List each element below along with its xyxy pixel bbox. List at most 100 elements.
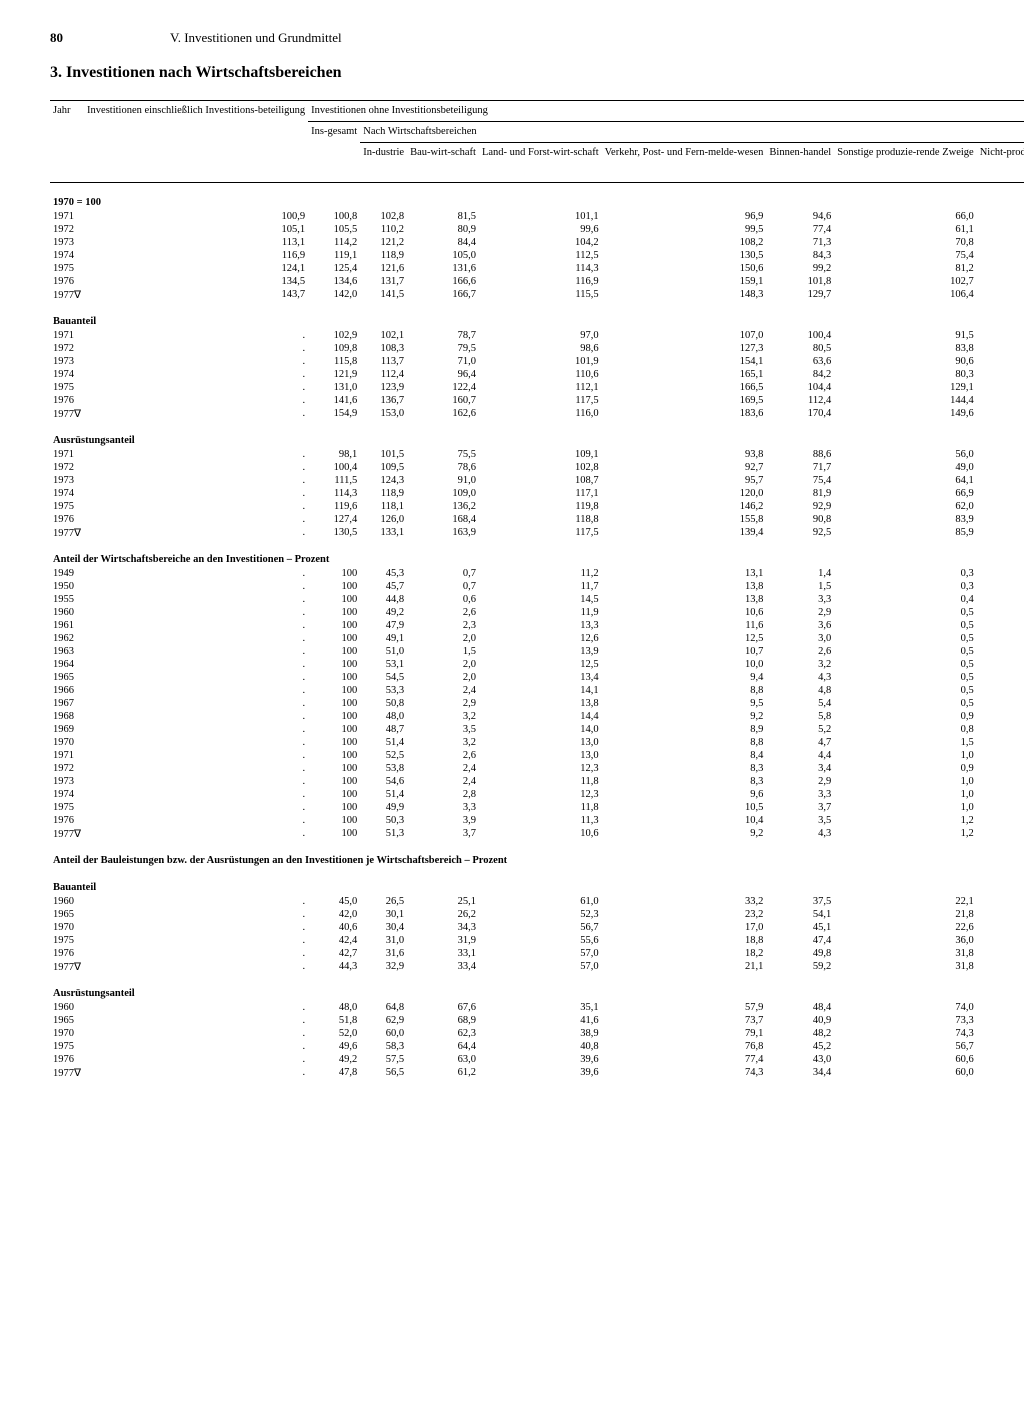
cell: 77,4 bbox=[977, 947, 1024, 960]
cell: 120,0 bbox=[602, 487, 767, 500]
cell: 1970 bbox=[50, 921, 84, 934]
cell: 136,7 bbox=[360, 394, 407, 407]
cell: 19,8 bbox=[977, 827, 1024, 841]
cell: 3,3 bbox=[766, 593, 834, 606]
cell: 100 bbox=[308, 762, 360, 775]
cell: 71,0 bbox=[407, 355, 479, 368]
cell: 100 bbox=[308, 723, 360, 736]
cell: 102,9 bbox=[308, 329, 360, 342]
cell: 101,1 bbox=[479, 210, 602, 223]
cell: . bbox=[84, 960, 308, 974]
cell: 166,6 bbox=[407, 275, 479, 288]
cell: 19,7 bbox=[977, 801, 1024, 814]
cell: 100 bbox=[308, 645, 360, 658]
cell: 49,6 bbox=[308, 1040, 360, 1053]
table-row: 1971.102,9102,178,797,0107,0100,491,5109… bbox=[50, 329, 1024, 342]
cell: 3,9 bbox=[407, 814, 479, 827]
cell: 121,9 bbox=[308, 368, 360, 381]
table-row: 1949.10045,30,711,213,11,40,328,0.. bbox=[50, 567, 1024, 580]
cell: 2,6 bbox=[766, 645, 834, 658]
table-row: 1975.49,658,364,440,876,845,256,716,2–32… bbox=[50, 1040, 1024, 1053]
cell: 8,4 bbox=[602, 749, 767, 762]
cell: 117,5 bbox=[479, 526, 602, 540]
cell: 90,6 bbox=[834, 355, 976, 368]
cell: 109,1 bbox=[479, 448, 602, 461]
cell: 16,2 bbox=[977, 1040, 1024, 1053]
cell: 113,7 bbox=[360, 355, 407, 368]
table-row: 1976.49,257,563,039,677,443,060,616,00,8… bbox=[50, 1053, 1024, 1066]
cell: . bbox=[84, 762, 308, 775]
cell: 12,3 bbox=[479, 762, 602, 775]
cell: 168,4 bbox=[407, 513, 479, 526]
cell: 33,2 bbox=[602, 895, 767, 908]
cell: . bbox=[84, 947, 308, 960]
cell: 10,6 bbox=[479, 827, 602, 841]
cell: 109,7 bbox=[977, 329, 1024, 342]
cell: 3,2 bbox=[766, 658, 834, 671]
cell: . bbox=[84, 697, 308, 710]
cell: 114,2 bbox=[308, 236, 360, 249]
cell: 64,8 bbox=[360, 1001, 407, 1014]
cell: 141,5 bbox=[360, 288, 407, 302]
cell: 4,4 bbox=[766, 749, 834, 762]
cell: 66,9 bbox=[834, 487, 976, 500]
cell: 1970 bbox=[50, 736, 84, 749]
cell: 3,3 bbox=[766, 788, 834, 801]
cell: 56,7 bbox=[479, 921, 602, 934]
cell: 52,0 bbox=[308, 1027, 360, 1040]
cell: 107,0 bbox=[602, 329, 767, 342]
cell: 1971 bbox=[50, 448, 84, 461]
cell: 51,0 bbox=[360, 645, 407, 658]
cell: 1972 bbox=[50, 223, 84, 236]
cell: 93,9 bbox=[977, 448, 1024, 461]
cell: 1974 bbox=[50, 788, 84, 801]
cell: 28,0 bbox=[977, 567, 1024, 580]
cell: 16,0 bbox=[977, 1053, 1024, 1066]
cell: 136,2 bbox=[407, 500, 479, 513]
cell: 1,0 bbox=[834, 788, 976, 801]
table-row: 1974.10051,42,812,39,63,31,019,78,24,3 bbox=[50, 788, 1024, 801]
cell: 96,4 bbox=[407, 368, 479, 381]
cell: . bbox=[84, 619, 308, 632]
cell: . bbox=[84, 567, 308, 580]
cell: 2,9 bbox=[766, 775, 834, 788]
cell: 129,1 bbox=[834, 381, 976, 394]
cell: 160,7 bbox=[407, 394, 479, 407]
cell: 98,1 bbox=[308, 448, 360, 461]
table-row: 1976.127,4126,0168,4118,8155,890,883,911… bbox=[50, 513, 1024, 526]
cell: 183,6 bbox=[602, 407, 767, 421]
cell: 91,0 bbox=[407, 474, 479, 487]
cell: 16,2 bbox=[977, 684, 1024, 697]
cell: 161,8 bbox=[977, 394, 1024, 407]
col-bau: Bau-wirt-schaft bbox=[407, 143, 479, 181]
table-row: 1975.42,431,031,955,618,847,436,077,194,… bbox=[50, 934, 1024, 947]
cell: 99,6 bbox=[479, 223, 602, 236]
cell: 67,6 bbox=[407, 1001, 479, 1014]
cell: . bbox=[84, 684, 308, 697]
cell: 162,6 bbox=[407, 407, 479, 421]
table-row: 1977∇.47,856,561,239,674,334,460,017,11,… bbox=[50, 1066, 1024, 1080]
col-nach: Nach Wirtschaftsbereichen bbox=[360, 122, 1024, 143]
cell: 59,2 bbox=[766, 960, 834, 974]
cell: 134,6 bbox=[308, 275, 360, 288]
cell: 85,8 bbox=[977, 474, 1024, 487]
cell: 166,7 bbox=[407, 288, 479, 302]
table-row: 1975.119,6118,1136,2119,8146,292,962,010… bbox=[50, 500, 1024, 513]
cell: 17,1 bbox=[977, 1066, 1024, 1080]
cell: 141,9 bbox=[977, 262, 1024, 275]
cell: 2,0 bbox=[407, 658, 479, 671]
cell: 94,6 bbox=[766, 210, 834, 223]
cell: 49,9 bbox=[360, 801, 407, 814]
cell: 1,0 bbox=[834, 801, 976, 814]
cell: . bbox=[84, 461, 308, 474]
cell: 13,1 bbox=[602, 567, 767, 580]
cell: 1961 bbox=[50, 619, 84, 632]
cell: 100,4 bbox=[766, 329, 834, 342]
cell: 19,7 bbox=[977, 788, 1024, 801]
cell: 20,3 bbox=[977, 632, 1024, 645]
cell: 77,4 bbox=[766, 223, 834, 236]
cell: 1973 bbox=[50, 236, 84, 249]
cell: 30,1 bbox=[360, 908, 407, 921]
cell: 3,0 bbox=[766, 632, 834, 645]
table-row: 1968.10048,03,214,49,25,80,918,67,53,6 bbox=[50, 710, 1024, 723]
